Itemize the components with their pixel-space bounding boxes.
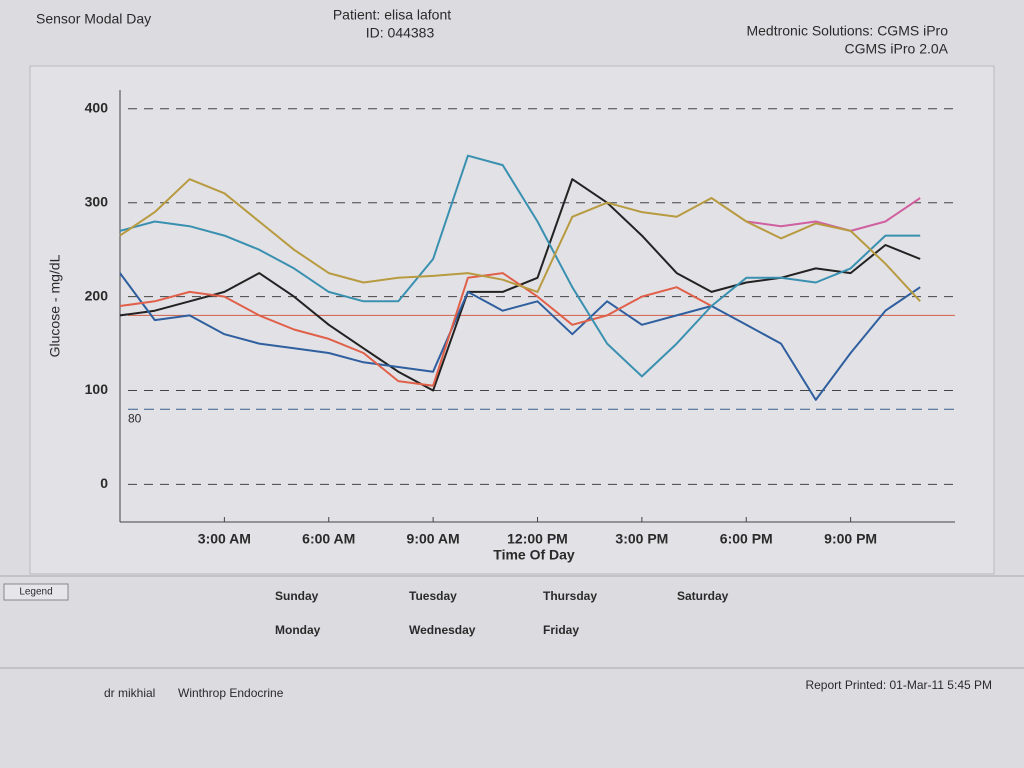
y-tick-label: 100 xyxy=(85,381,109,397)
x-tick-label: 6:00 PM xyxy=(720,531,773,547)
report-title: Sensor Modal Day xyxy=(36,11,151,27)
y-tick-label: 300 xyxy=(85,193,109,209)
x-tick-label: 6:00 AM xyxy=(302,531,355,547)
y-axis-label: Glucose - mg/dL xyxy=(47,254,63,357)
legend-entry: Friday xyxy=(543,623,579,637)
version: CGMS iPro 2.0A xyxy=(845,41,949,57)
series-line xyxy=(119,272,921,401)
x-tick-label: 9:00 AM xyxy=(407,531,460,547)
series-line xyxy=(119,178,921,302)
legend-entry: Monday xyxy=(275,623,321,637)
legend-entry: Sunday xyxy=(275,589,319,603)
chart-frame xyxy=(29,65,995,575)
x-tick-label: 3:00 PM xyxy=(615,531,668,547)
y-tick-label: 0 xyxy=(100,475,108,491)
vendor: Medtronic Solutions: CGMS iPro xyxy=(746,23,948,39)
legend-entry: Tuesday xyxy=(409,589,457,603)
print-date: Report Printed: 01-Mar-11 5:45 PM xyxy=(805,678,992,692)
legend-entry: Saturday xyxy=(677,589,729,603)
reference-label: 80 xyxy=(128,411,142,425)
legend-box xyxy=(3,583,69,601)
legend-entry: Wednesday xyxy=(409,623,476,637)
x-tick-label: 3:00 AM xyxy=(198,531,251,547)
clinic: Winthrop Endocrine xyxy=(178,686,284,700)
x-tick-label: 12:00 PM xyxy=(507,531,568,547)
series-line xyxy=(119,154,921,378)
doctor: dr mikhial xyxy=(104,686,155,700)
series-line xyxy=(119,272,712,387)
y-tick-label: 400 xyxy=(85,99,109,115)
x-tick-label: 9:00 PM xyxy=(824,531,877,547)
x-axis-label: Time Of Day xyxy=(493,547,575,563)
y-tick-label: 200 xyxy=(85,287,109,303)
legend-entry: Thursday xyxy=(543,589,597,603)
patient-id: ID: 044383 xyxy=(366,25,435,41)
legend-title: Legend xyxy=(19,587,52,598)
patient-name: Patient: elisa lafont xyxy=(333,7,451,23)
